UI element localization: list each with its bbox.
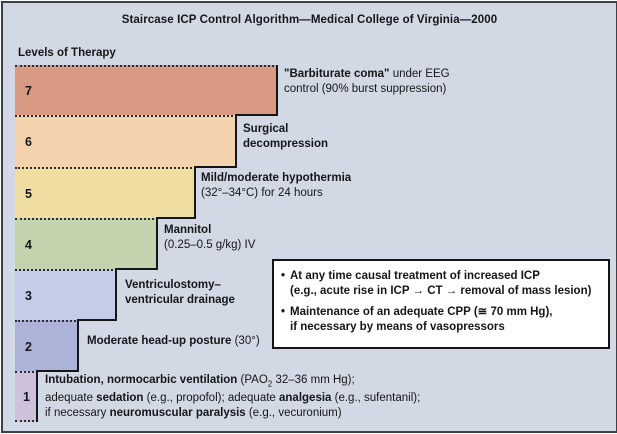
label-line: Intubation, normocarbic ventilation (PAO… bbox=[45, 373, 420, 391]
callout-line: if necessary by means of vasopressors bbox=[290, 320, 505, 333]
step-level-2: 2 bbox=[15, 320, 79, 371]
label-segment: (e.g., propofol); adequate bbox=[143, 392, 280, 405]
label-subscript: 2 bbox=[267, 379, 273, 389]
step-number-6: 6 bbox=[25, 135, 32, 149]
label-level-2: Moderate head-up posture (30°) bbox=[87, 334, 260, 349]
label-line: decompression bbox=[243, 138, 328, 150]
label-level-3: Ventriculostomy– ventricular drainage bbox=[125, 278, 235, 308]
callout-line: (e.g., acute rise in ICP → CT → removal … bbox=[290, 284, 592, 297]
label-segment: 32–36 mm Hg); bbox=[272, 374, 355, 386]
label-level-1: Intubation, normocarbic ventilation (PAO… bbox=[45, 373, 420, 421]
label-line: Moderate head-up posture (30°) bbox=[87, 334, 260, 349]
label-line: Mild/moderate hypothermia bbox=[201, 172, 352, 184]
label-line: Ventriculostomy– bbox=[125, 279, 221, 291]
label-segment: Intubation, normocarbic ventilation bbox=[45, 374, 238, 386]
label-line: "Barbiturate coma" under EEG bbox=[284, 67, 450, 82]
label-line: control (90% burst suppression) bbox=[284, 83, 447, 95]
callout-box: • At any time causal treatment of increa… bbox=[272, 259, 610, 349]
step-number-7: 7 bbox=[25, 84, 32, 98]
step-number-5: 5 bbox=[25, 186, 32, 201]
label-segment: (e.g., vecuronium) bbox=[245, 407, 342, 420]
label-level-5: Mild/moderate hypothermia (32°–34°C) for… bbox=[201, 171, 351, 201]
label-segment: neuromuscular paralysis bbox=[109, 407, 246, 420]
step-level-6: 6 bbox=[15, 115, 237, 167]
label-level-6: Surgical decompression bbox=[243, 122, 328, 152]
levels-of-therapy-label: Levels of Therapy bbox=[18, 47, 116, 59]
label-segment: adequate bbox=[45, 392, 97, 405]
label-line: Mannitol bbox=[164, 224, 212, 236]
label-segment: (PAO bbox=[237, 374, 268, 386]
step-level-5: 5 bbox=[15, 167, 196, 218]
label-line: adequate sedation (e.g., propofol); adeq… bbox=[45, 391, 420, 406]
callout-item-text: At any time causal treatment of increase… bbox=[290, 269, 602, 298]
label-line: Surgical bbox=[243, 123, 289, 135]
step-number-1: 1 bbox=[23, 389, 30, 404]
label-segment: sedation bbox=[96, 392, 144, 405]
figure-title: Staircase ICP Control Algorithm—Medical … bbox=[121, 14, 498, 26]
callout-line: Maintenance of an adequate CPP (≅ 70 mm … bbox=[290, 306, 553, 318]
step-number-4: 4 bbox=[25, 237, 32, 252]
label-level-4: Mannitol (0.25–0.5 g/kg) IV bbox=[164, 223, 255, 253]
label-line: (32°–34°C) for 24 hours bbox=[201, 187, 323, 199]
bullet-icon: • bbox=[281, 306, 286, 318]
label-segment: "Barbiturate coma" bbox=[284, 68, 390, 80]
label-segment: analgesia bbox=[279, 392, 332, 405]
label-segment: (e.g., sufentanil); bbox=[331, 392, 421, 405]
step-level-3: 3 bbox=[15, 269, 117, 320]
callout-item-1: • At any time causal treatment of increa… bbox=[281, 269, 602, 298]
label-segment: (30°) bbox=[231, 335, 260, 347]
label-segment: if necessary bbox=[45, 407, 110, 420]
label-level-7: "Barbiturate coma" under EEG control (90… bbox=[284, 67, 450, 97]
step-level-1: 1 bbox=[15, 371, 38, 422]
callout-item-text: Maintenance of an adequate CPP (≅ 70 mm … bbox=[290, 305, 602, 334]
step-level-7: 7 bbox=[15, 65, 278, 115]
callout-item-2: • Maintenance of an adequate CPP (≅ 70 m… bbox=[281, 305, 602, 334]
callout-line: At any time causal treatment of increase… bbox=[290, 270, 540, 282]
label-segment: under EEG bbox=[389, 68, 450, 80]
label-line: (0.25–0.5 g/kg) IV bbox=[164, 239, 256, 251]
label-line: if necessary neuromuscular paralysis (e.… bbox=[45, 406, 420, 421]
label-segment: Moderate head-up posture bbox=[87, 335, 232, 347]
step-number-2: 2 bbox=[25, 339, 32, 354]
label-line: ventricular drainage bbox=[125, 294, 235, 306]
step-number-3: 3 bbox=[25, 288, 32, 303]
bullet-icon: • bbox=[281, 270, 286, 282]
step-level-4: 4 bbox=[15, 218, 158, 269]
